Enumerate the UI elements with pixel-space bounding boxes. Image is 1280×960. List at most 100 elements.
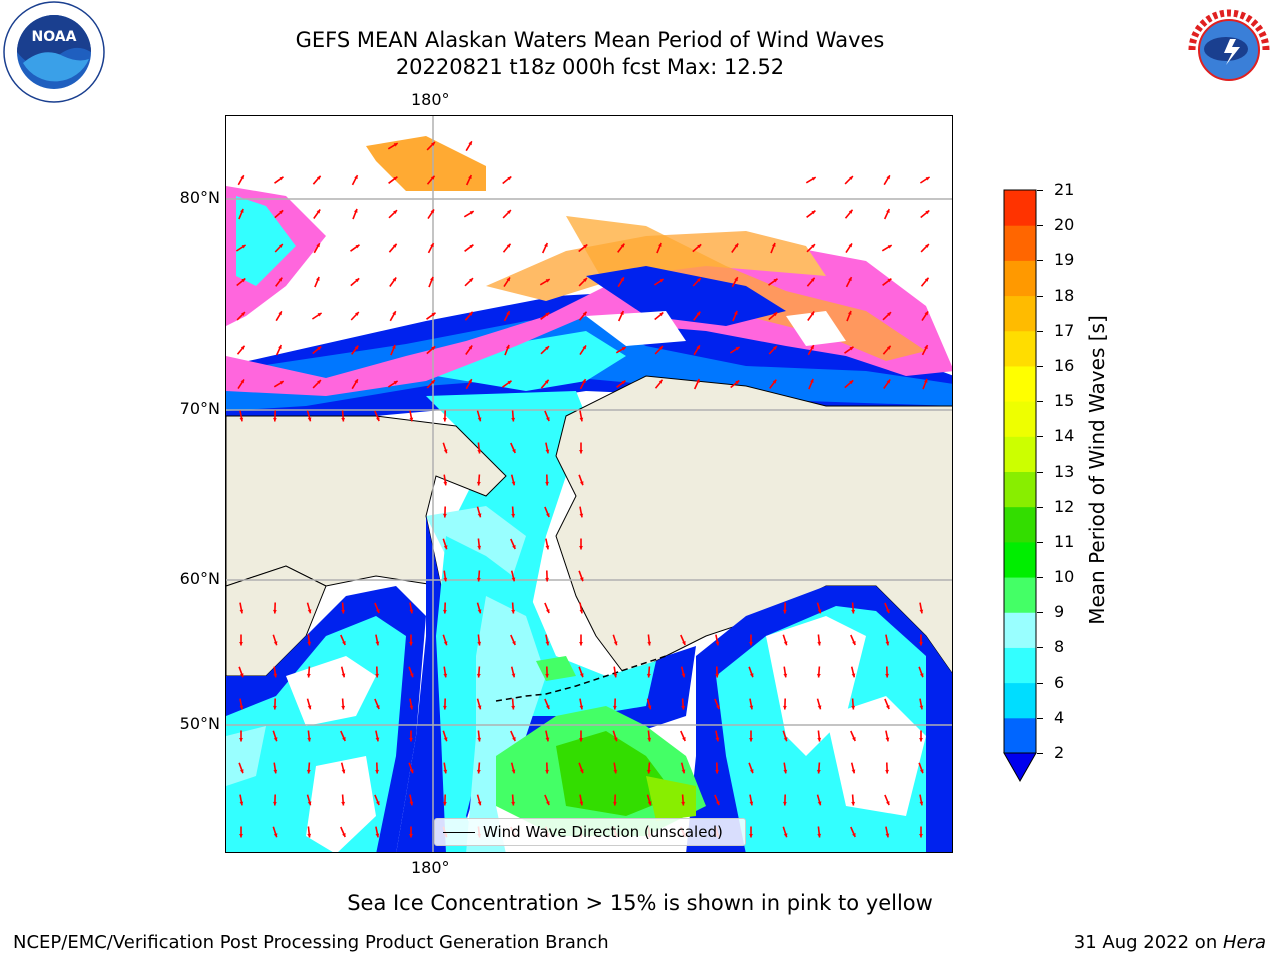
wind-wave-arrowhead <box>659 279 664 283</box>
wind-wave-arrowhead <box>430 243 434 248</box>
wind-wave-arrowhead <box>817 705 822 710</box>
wind-wave-arrowhead <box>342 641 346 645</box>
wind-wave-arrowhead <box>393 210 397 214</box>
wind-wave-arrowhead <box>240 208 244 213</box>
wind-wave-arrowhead <box>919 642 923 646</box>
graticule <box>226 116 952 852</box>
machine-name: Hera <box>1222 932 1266 953</box>
wind-wave-arrowhead <box>646 673 651 678</box>
wind-wave-arrowhead <box>341 769 346 774</box>
noaa-logo: NOAA <box>3 1 105 103</box>
wind-wave-arrowhead <box>886 379 891 384</box>
wind-wave-arrowhead <box>681 705 686 710</box>
lat-label-80n: 80°N <box>179 188 220 207</box>
wind-wave-arrowhead <box>443 545 448 550</box>
wind-wave-arrowhead <box>512 449 516 453</box>
wind-wave-arrowhead <box>772 379 777 384</box>
wind-wave-arrowhead <box>647 801 652 806</box>
wind-wave-arrowhead <box>376 609 380 614</box>
wind-wave-arrowhead <box>278 311 282 316</box>
colorbar-tick-label: 14 <box>1054 426 1075 446</box>
lon-label-top: 180° <box>411 90 450 109</box>
wind-wave-arrowhead <box>240 379 244 384</box>
wind-wave-arrowhead <box>852 641 856 645</box>
wind-wave-arrowhead <box>279 176 284 181</box>
wind-wave-arrowhead <box>273 737 278 742</box>
colorbar-tick-mark <box>1037 330 1043 332</box>
wind-wave-arrowhead <box>477 417 482 422</box>
wind-wave-arrowhead <box>783 737 788 742</box>
wind-wave-arrowhead <box>443 481 448 486</box>
wind-wave-arrowhead <box>783 801 787 806</box>
wind-wave-arrowhead <box>582 379 586 384</box>
wind-wave-arrowhead <box>811 244 815 248</box>
wind-wave-arrowhead <box>545 449 550 454</box>
wind-wave-arrowhead <box>477 545 482 550</box>
wind-wave-arrowhead <box>783 769 788 774</box>
wind-wave-arrowhead <box>681 673 686 678</box>
wind-wave-arrowhead <box>477 449 482 454</box>
wind-wave-arrowhead <box>392 277 397 282</box>
wind-wave-arrowhead <box>646 769 651 774</box>
wind-wave-arrowhead <box>317 313 322 317</box>
wind-wave-arrowhead <box>506 277 510 282</box>
wind-wave-arrowhead <box>354 175 358 180</box>
wind-wave-arrowhead <box>545 481 549 486</box>
wind-wave-arrowhead <box>393 176 398 181</box>
wind-wave-arrowhead <box>919 769 924 774</box>
wind-wave-arrowhead <box>620 311 624 315</box>
wind-wave-arrowhead <box>847 310 852 315</box>
wind-wave-arrowhead <box>317 380 321 384</box>
wind-wave-arrowhead <box>239 705 244 710</box>
wind-wave-arrowhead <box>696 379 700 383</box>
wind-wave-arrowhead <box>817 641 822 646</box>
wind-wave-arrowhead <box>307 737 312 742</box>
wind-wave-arrowhead <box>647 641 652 646</box>
wind-wave-arrowhead <box>924 345 928 350</box>
wind-wave-arrowhead <box>278 345 282 349</box>
wind-wave-arrowhead <box>773 312 778 317</box>
wind-wave-arrowhead <box>811 210 816 215</box>
colorbar-tick-label: 6 <box>1054 672 1065 692</box>
wind-wave-arrowhead <box>852 833 856 837</box>
wind-wave-arrowhead <box>273 769 278 774</box>
colorbar-tick-mark <box>1037 647 1043 649</box>
wind-wave-arrowhead <box>431 346 436 351</box>
colorbar-tick-mark <box>1037 541 1043 543</box>
wind-wave-arrowhead <box>919 738 923 742</box>
wind-wave-arrowhead <box>749 801 754 806</box>
wind-wave-arrowhead <box>307 705 312 710</box>
colorbar-tick-mark <box>1037 612 1043 614</box>
wind-wave-arrowhead <box>696 345 700 350</box>
aleutian-islands <box>495 655 667 702</box>
wind-wave-arrowhead <box>848 243 852 248</box>
wind-wave-arrowhead <box>849 346 854 351</box>
wind-wave-arrowhead <box>579 481 584 486</box>
wind-wave-arrowhead <box>511 705 516 710</box>
wind-wave-arrowhead <box>317 346 322 351</box>
colorbar-segment <box>1004 436 1036 472</box>
wind-wave-arrowhead <box>681 801 686 806</box>
wind-wave-arrowhead <box>431 312 436 317</box>
wind-wave-arrowhead <box>545 577 549 582</box>
wind-wave-arrowhead <box>851 705 856 710</box>
wind-wave-arrowhead <box>734 310 738 315</box>
colorbar-tick-label: 21 <box>1054 180 1075 199</box>
colorbar-tick-label: 12 <box>1054 496 1075 516</box>
wind-wave-arrowhead <box>773 278 778 283</box>
wind-wave-arrowhead <box>409 642 413 646</box>
colorbar-tick-label: 20 <box>1054 215 1075 235</box>
wind-wave-arrowhead <box>810 378 814 383</box>
wind-wave-arrowhead <box>579 705 584 710</box>
colorbar-tick-mark <box>1037 753 1043 754</box>
wind-wave-arrowhead <box>924 277 929 282</box>
wind-wave-arrowhead <box>579 577 584 582</box>
wind-wave-arrowhead <box>375 833 380 838</box>
wind-wave-arrowhead <box>773 346 777 350</box>
wind-wave-arrowhead <box>621 380 626 385</box>
wind-wave-arrowhead <box>409 769 414 774</box>
wind-wave-arrowhead <box>431 142 435 146</box>
wind-wave-arrowhead <box>240 345 245 350</box>
wind-wave-arrowhead <box>715 737 720 742</box>
wind-wave-arrowhead <box>886 209 890 213</box>
